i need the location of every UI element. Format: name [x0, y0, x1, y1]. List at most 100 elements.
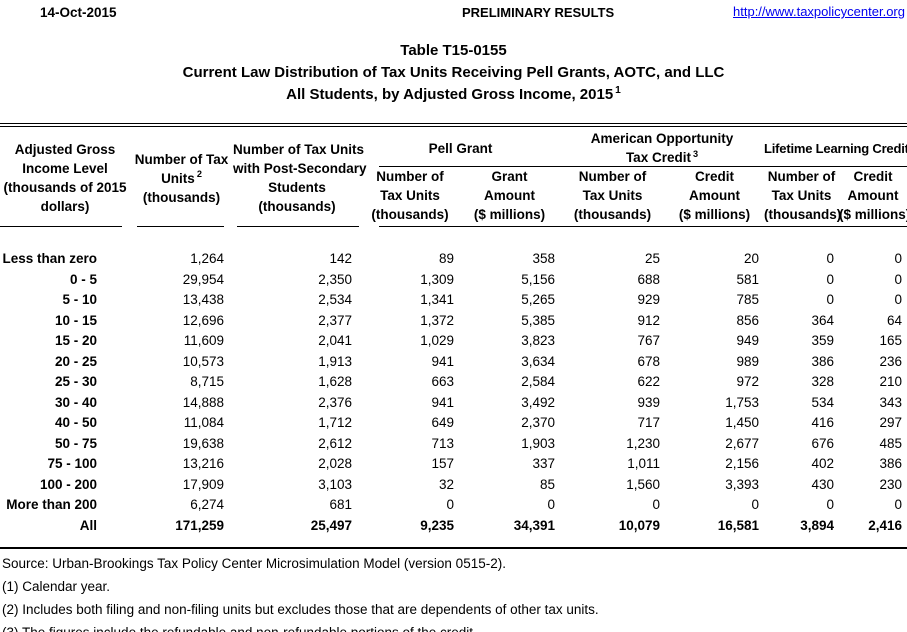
- table-subtitle: All Students, by Adjusted Gross Income, …: [0, 84, 907, 106]
- header-line: Tax Credit 3: [625, 148, 699, 165]
- table-row: 0 - 5 29,954 2,350 1,309 5,156 688 581 0…: [0, 270, 907, 291]
- cell-value: 912: [637, 312, 660, 328]
- cell-value: 767: [637, 333, 660, 348]
- sub-header-llc-amount: Credit Amount ($ millions): [839, 167, 907, 227]
- cell-value: 157: [431, 456, 454, 471]
- cell-value: 2,584: [521, 374, 555, 389]
- row-label: 20 - 25: [54, 353, 97, 369]
- cell-value: 29,954: [182, 271, 224, 287]
- header-line: (thousands of 2015: [3, 180, 127, 195]
- sub-header-pell-units: Number of Tax Units (thousands): [361, 167, 459, 227]
- cell-value: 941: [431, 353, 454, 369]
- source-note: Source: Urban-Brookings Tax Policy Cente…: [2, 556, 506, 571]
- cell-value: 949: [736, 333, 760, 348]
- row-label: All: [79, 517, 97, 533]
- cell-value: 12,696: [182, 312, 224, 328]
- cell-value: 856: [736, 312, 760, 328]
- cell-value: 2,376: [318, 394, 352, 410]
- cell-value: 2,377: [318, 312, 352, 328]
- row-label: 30 - 40: [54, 394, 97, 410]
- cell-value: 1,903: [521, 435, 555, 451]
- cell-value: 2,534: [318, 292, 352, 307]
- cell-value: 0: [826, 497, 835, 512]
- table-title: Current Law Distribution of Tax Units Re…: [182, 64, 725, 81]
- cell-value: 678: [637, 353, 660, 369]
- header-line: with Post-Secondary: [233, 161, 367, 176]
- cell-value: 165: [879, 333, 903, 348]
- cell-value: 713: [431, 435, 454, 451]
- cell-value: 2,416: [868, 517, 903, 533]
- footnotes: Source: Urban-Brookings Tax Policy Cente…: [0, 549, 907, 632]
- cell-value: 13,216: [182, 456, 224, 471]
- row-label: 75 - 100: [47, 456, 97, 471]
- cell-value: 1,372: [420, 312, 454, 328]
- spacer-row: [0, 227, 907, 249]
- footnote-2: (2) Includes both filing and non-filing …: [2, 602, 599, 617]
- taxpolicycenter-link[interactable]: http://www.taxpolicycenter.org: [733, 4, 905, 19]
- cell-value: 972: [736, 374, 760, 389]
- header-line: American Opportunity: [590, 131, 734, 146]
- cell-value: 0: [826, 251, 835, 266]
- table-row: 30 - 40 14,888 2,376 941 3,492 939 1,753…: [0, 393, 907, 414]
- cell-value: 10,079: [618, 517, 660, 533]
- cell-value: 581: [736, 271, 760, 287]
- table-row-total: All 171,259 25,497 9,235 34,391 10,079 1…: [0, 516, 907, 537]
- cell-value: 2,350: [318, 271, 352, 287]
- table-subtitle-text: All Students, by Adjusted Gross Income, …: [286, 86, 614, 103]
- cell-value: 142: [329, 251, 352, 266]
- cell-value: 663: [431, 374, 454, 389]
- sub-header-aotc-units: Number of Tax Units (thousands): [560, 167, 665, 227]
- cell-value: 230: [879, 476, 903, 492]
- cell-value: 1,560: [626, 476, 660, 492]
- cell-value: 649: [431, 415, 454, 430]
- cell-value: 6,274: [190, 497, 224, 512]
- row-label: Less than zero: [2, 251, 97, 266]
- cell-value: 416: [811, 415, 835, 430]
- data-table-wrap: Adjusted Gross Income Level (thousands o…: [0, 123, 907, 549]
- cell-value: 430: [811, 476, 835, 492]
- cell-value: 171,259: [175, 517, 224, 533]
- cell-value: 717: [637, 415, 660, 430]
- cell-value: 402: [811, 456, 835, 471]
- cell-value: 25: [644, 251, 660, 266]
- cell-value: 11,084: [183, 415, 224, 430]
- cell-value: 1,341: [420, 292, 454, 307]
- cell-value: 0: [547, 497, 555, 512]
- cell-value: 485: [879, 435, 903, 451]
- cell-value: 13,438: [182, 292, 224, 307]
- cell-value: 0: [826, 271, 835, 287]
- header-line: Number of Tax Units: [233, 142, 365, 157]
- cell-value: 1,712: [318, 415, 352, 430]
- cell-value: 929: [637, 292, 660, 307]
- cell-value: 0: [894, 292, 903, 307]
- cell-value: 358: [532, 251, 555, 266]
- cell-value: 1,309: [420, 271, 454, 287]
- table-row: 75 - 100 13,216 2,028 157 337 1,011 2,15…: [0, 454, 907, 475]
- cell-value: 3,823: [521, 333, 555, 348]
- cell-value: 337: [532, 456, 555, 471]
- cell-value: 386: [811, 353, 835, 369]
- header-line: Lifetime Learning Credit: [764, 140, 907, 156]
- cell-value: 681: [329, 497, 352, 512]
- cell-value: 34,391: [513, 517, 555, 533]
- cell-value: 3,894: [800, 517, 835, 533]
- cell-value: 1,753: [725, 394, 760, 410]
- table-row: 5 - 10 13,438 2,534 1,341 5,265 929 785 …: [0, 290, 907, 311]
- cell-value: 359: [811, 333, 835, 348]
- table-row: More than 200 6,274 681 0 0 0 0 0 0: [0, 495, 907, 516]
- cell-value: 2,370: [521, 415, 555, 430]
- cell-value: 1,628: [318, 374, 352, 389]
- table-row: 40 - 50 11,084 1,712 649 2,370 717 1,450…: [0, 413, 907, 434]
- cell-value: 1,029: [420, 333, 454, 348]
- cell-value: 2,156: [725, 456, 760, 471]
- preliminary-results-label: PRELIMINARY RESULTS: [462, 5, 615, 20]
- cell-value: 20: [743, 251, 760, 266]
- row-label: 0 - 5: [69, 271, 97, 287]
- cell-value: 1,011: [627, 456, 660, 471]
- cell-value: 3,103: [318, 476, 352, 492]
- cell-value: 1,913: [318, 353, 352, 369]
- cell-value: 3,634: [521, 353, 555, 369]
- cell-value: 17,909: [182, 476, 224, 492]
- cell-value: 3,492: [521, 394, 555, 410]
- table-row: 20 - 25 10,573 1,913 941 3,634 678 989 3…: [0, 352, 907, 373]
